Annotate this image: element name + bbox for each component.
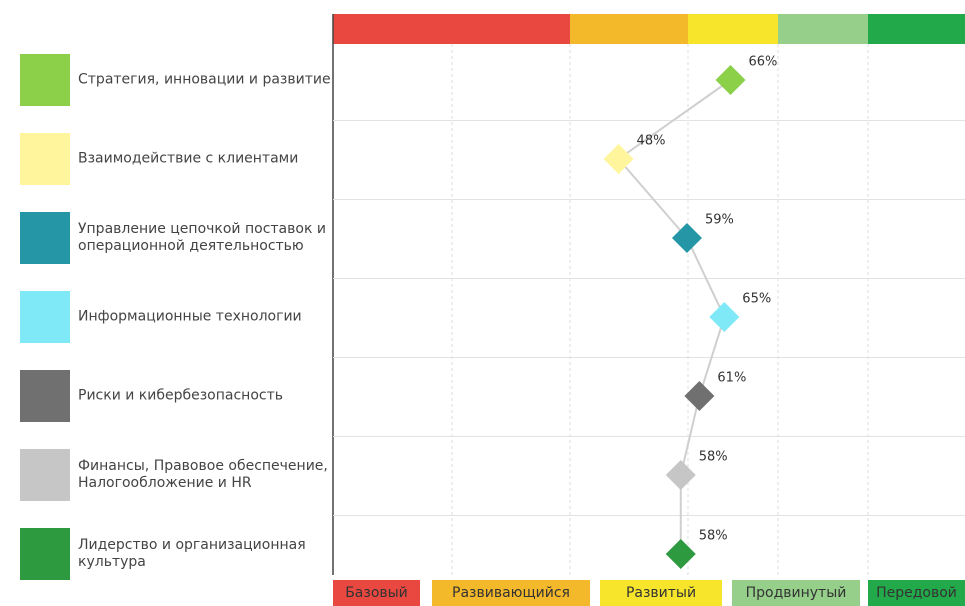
diamond-marker — [709, 302, 740, 332]
level-band — [333, 14, 570, 44]
diamond-marker — [715, 65, 746, 95]
category-label: Финансы, Правовое обеспечение, Налогообл… — [78, 458, 328, 491]
category-icon — [20, 133, 70, 185]
category-label: Информационные технологии — [78, 308, 302, 325]
legend-item: Развивающийся — [432, 580, 590, 606]
value-label: 59% — [705, 213, 734, 228]
value-label: 48% — [637, 134, 666, 149]
category-label: Риски и кибербезопасность — [78, 387, 283, 404]
value-label: 65% — [742, 292, 771, 307]
value-label: 58% — [699, 529, 728, 544]
category-icon — [20, 370, 70, 422]
category-label: Управление цепочкой поставок и операцион… — [78, 221, 326, 254]
level-band — [868, 14, 965, 44]
category-icon — [20, 291, 70, 343]
category-icon — [20, 449, 70, 501]
category-icon — [20, 528, 70, 580]
level-band — [570, 14, 688, 44]
legend-item: Передовой — [868, 580, 965, 606]
value-label: 61% — [717, 371, 746, 386]
category-label: Стратегия, инновации и развитие — [78, 71, 331, 88]
value-label: 66% — [749, 55, 778, 70]
diamond-marker — [665, 539, 696, 569]
legend-item: Развитый — [600, 580, 722, 606]
diamond-marker — [603, 144, 634, 174]
level-band — [778, 14, 868, 44]
legend-item: Базовый — [333, 580, 420, 606]
category-label: Лидерство и организационная культура — [78, 537, 306, 570]
diamond-marker — [684, 381, 715, 411]
diamond-marker — [665, 460, 696, 490]
category-icon — [20, 54, 70, 106]
legend-item: Продвинутый — [732, 580, 860, 606]
category-icon — [20, 212, 70, 264]
category-label: Взаимодействие с клиентами — [78, 150, 299, 167]
diamond-marker — [671, 223, 702, 253]
level-band — [688, 14, 778, 44]
value-label: 58% — [699, 450, 728, 465]
